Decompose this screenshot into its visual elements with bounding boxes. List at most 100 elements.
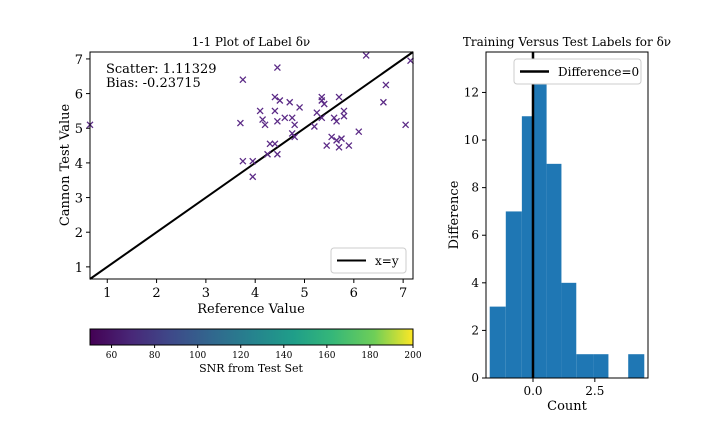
scatter-x-tick-label: 6 <box>350 286 358 301</box>
histogram-bar <box>505 211 522 378</box>
scatter-point <box>335 143 343 151</box>
scatter-point <box>273 64 281 72</box>
histogram-bar <box>576 354 594 378</box>
histogram-axes-frame <box>485 51 649 379</box>
scatter-point <box>296 103 304 111</box>
scatter-point <box>273 150 281 158</box>
histogram-bar <box>521 116 533 379</box>
scatter-legend: x=y <box>330 247 407 274</box>
colorbar-tick-label: 160 <box>318 351 335 361</box>
scatter-y-tick-label: 5 <box>75 122 83 137</box>
scatter-point <box>288 114 296 122</box>
scatter-point <box>239 76 247 84</box>
scatter-point <box>266 140 274 148</box>
scatter-y-tick-label: 3 <box>75 192 83 207</box>
colorbar-tick-label: 120 <box>232 351 249 361</box>
scatter-ticks: 1 2 3 4 5 6 7 1 2 3 4 5 6 7 <box>75 53 408 301</box>
histogram-y-tick-label: 6 <box>471 228 479 242</box>
histogram-bar <box>489 306 506 378</box>
histogram-legend: Difference=0 <box>513 58 642 85</box>
scatter-point <box>249 157 257 165</box>
scatter-x-tick-label: 5 <box>300 286 308 301</box>
histogram-panel: Training Versus Test Labels for δν 0.0 2.… <box>447 35 671 414</box>
scatter-point <box>318 114 326 122</box>
colorbar-tick-label: 140 <box>275 351 292 361</box>
scatter-point <box>338 135 345 143</box>
histogram-bar <box>546 163 562 378</box>
colorbar-tick-label: 60 <box>106 351 118 361</box>
histogram-x-axis-label: Count <box>547 399 588 414</box>
scatter-y-tick-label: 1 <box>75 261 83 276</box>
scatter-point <box>330 114 338 122</box>
scatter-point <box>264 150 271 158</box>
scatter-point <box>379 98 387 106</box>
scatter-point <box>310 123 318 130</box>
histogram-bar <box>532 68 547 379</box>
scatter-point <box>362 52 370 59</box>
scatter-point <box>355 128 363 136</box>
histogram-y-axis-label: Difference <box>447 180 462 249</box>
scatter-point <box>323 142 331 150</box>
scatter-point <box>291 133 299 141</box>
histogram-y-tick-label: 2 <box>471 323 479 337</box>
histogram-legend-box <box>513 58 642 85</box>
histogram-ticks: 0.0 2.5 0 2 4 6 8 10 12 <box>464 85 605 398</box>
identity-line-group <box>89 51 414 280</box>
scatter-point <box>271 107 279 115</box>
scatter-point <box>288 129 296 137</box>
scatter-point <box>239 157 247 165</box>
colorbar-gradient <box>89 328 414 346</box>
scatter-point <box>345 142 353 150</box>
scatter-point <box>402 121 410 129</box>
scatter-point <box>281 114 289 122</box>
scatter-point <box>335 93 343 101</box>
scatter-axes-frame <box>89 51 414 280</box>
colorbar-tick-label: 100 <box>189 351 206 361</box>
colorbar-ticks: 60 80 100 120 140 160 180 200 <box>106 345 422 361</box>
scatter-panel: 1-1 Plot of Label δν 1 2 3 4 5 6 7 1 2 3 4 5 6 7 Scat… <box>58 35 414 317</box>
identity-line <box>89 51 414 280</box>
histogram-x-tick-label: 2.5 <box>585 384 604 398</box>
histogram-bars <box>489 52 645 379</box>
scatter-point <box>236 119 244 127</box>
histogram-bar <box>628 354 645 378</box>
scatter-point <box>273 117 281 125</box>
histogram-y-tick-label: 8 <box>471 181 479 195</box>
scatter-y-tick-label: 7 <box>75 53 83 68</box>
scatter-point <box>261 121 269 129</box>
colorbar-label: SNR from Test Set <box>199 362 303 375</box>
bias-annotation: Bias: -0.23715 <box>106 76 201 91</box>
scatter-y-tick-label: 6 <box>75 88 83 103</box>
scatter-points <box>86 52 414 181</box>
scatter-y-axis-label: Cannon Test Value <box>58 104 73 227</box>
scatter-point <box>286 98 294 106</box>
scatter-x-tick-label: 7 <box>399 286 407 301</box>
scatter-point <box>333 136 341 144</box>
histogram-y-tick-label: 0 <box>471 371 479 385</box>
scatter-legend-box <box>330 247 407 274</box>
scatter-point <box>256 107 264 115</box>
colorbar-tick-label: 200 <box>404 351 421 361</box>
histogram-title: Training Versus Test Labels for δν <box>463 35 671 49</box>
scatter-point <box>328 133 336 141</box>
scatter-point <box>340 107 348 115</box>
histogram-y-tick-label: 10 <box>464 133 479 147</box>
histogram-x-tick-label: 0.0 <box>523 384 542 398</box>
scatter-annotation: Scatter: 1.11329 <box>106 62 217 77</box>
scatter-legend-label: x=y <box>375 254 399 268</box>
scatter-point <box>318 97 326 104</box>
scatter-x-tick-label: 3 <box>202 286 210 301</box>
scatter-point <box>271 140 279 148</box>
scatter-point <box>259 116 267 124</box>
scatter-point <box>340 112 348 120</box>
scatter-y-tick-label: 2 <box>75 226 83 241</box>
histogram-y-tick-label: 12 <box>464 85 479 99</box>
scatter-point <box>291 121 299 129</box>
scatter-title: 1-1 Plot of Label δν <box>192 35 310 49</box>
histogram-bar <box>593 354 609 378</box>
histogram-legend-label: Difference=0 <box>558 65 639 79</box>
scatter-point <box>313 109 321 117</box>
scatter-x-tick-label: 1 <box>103 286 111 301</box>
